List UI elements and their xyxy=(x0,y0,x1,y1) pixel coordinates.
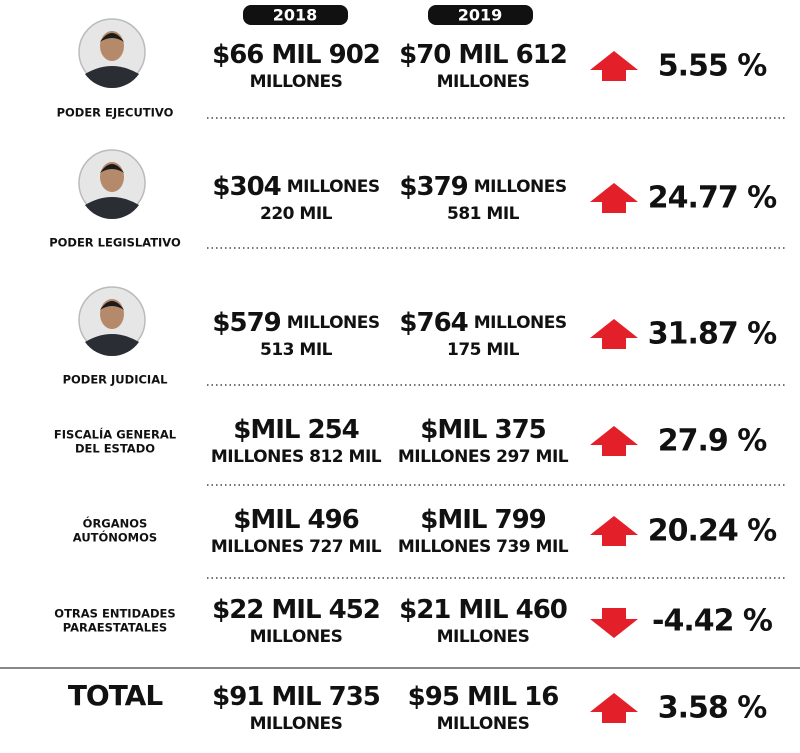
change: 3.58 % xyxy=(658,691,767,726)
amount-main: $MIL 254 xyxy=(233,415,359,445)
photo-body xyxy=(85,197,139,220)
row-label: OTRAS ENTIDADES xyxy=(54,607,175,621)
amount-unit: MILLONES xyxy=(287,177,380,197)
row-label: PODER LEGISLATIVO xyxy=(49,236,181,250)
amount: $MIL 254 xyxy=(233,415,359,445)
amount-sub: MILLONES 739 MIL xyxy=(398,537,569,557)
amount: $579 MILLONES xyxy=(212,308,379,338)
amount: $764 MILLONES xyxy=(399,308,566,338)
amount-main: $66 MIL 902 xyxy=(212,40,380,70)
amount-sub: 175 MIL xyxy=(447,340,520,360)
amount: $304 MILLONES xyxy=(212,172,379,202)
amount-sub: MILLONES 727 MIL xyxy=(211,537,382,557)
photo-hair xyxy=(100,164,124,173)
amount-sub: MILLONES xyxy=(437,627,530,647)
amount-sub: MILLONES xyxy=(437,714,530,734)
row-label: DEL ESTADO xyxy=(75,442,155,456)
change: 24.77 % xyxy=(648,181,777,216)
amount-sub: MILLONES xyxy=(250,72,343,92)
amount-main: $95 MIL 16 xyxy=(408,682,559,712)
amount: $379 MILLONES xyxy=(399,172,566,202)
amount-main: $304 xyxy=(212,172,280,202)
amount-main: $MIL 799 xyxy=(420,505,546,535)
arrow-up xyxy=(590,319,638,349)
photo-hair xyxy=(100,301,124,310)
arrow-down xyxy=(590,608,638,638)
photo-hair xyxy=(100,33,124,42)
amount-sub: MILLONES xyxy=(437,72,530,92)
arrow-up xyxy=(590,51,638,81)
arrow-up xyxy=(590,426,638,456)
amount-unit: MILLONES xyxy=(474,313,567,333)
header-2019: 2019 xyxy=(458,6,503,25)
photo-body xyxy=(85,334,139,357)
amount: $22 MIL 452 xyxy=(212,595,380,625)
header-2018: 2018 xyxy=(273,6,318,25)
amount-main: $91 MIL 735 xyxy=(212,682,380,712)
row-label: FISCALÍA GENERAL xyxy=(54,427,177,442)
amount-main: $21 MIL 460 xyxy=(399,595,567,625)
amount: $70 MIL 612 xyxy=(399,40,567,70)
amount-sub: MILLONES xyxy=(250,627,343,647)
amount: $MIL 375 xyxy=(420,415,546,445)
change: 31.87 % xyxy=(648,317,777,352)
amount-main: $MIL 496 xyxy=(233,505,359,535)
amount: $91 MIL 735 xyxy=(212,682,380,712)
amount-sub: 581 MIL xyxy=(447,204,520,224)
amount-sub: 513 MIL xyxy=(260,340,333,360)
row-label: ÓRGANOS xyxy=(83,516,148,531)
change: 27.9 % xyxy=(658,424,767,459)
amount: $MIL 496 xyxy=(233,505,359,535)
amount-main: $70 MIL 612 xyxy=(399,40,567,70)
change: 5.55 % xyxy=(658,49,767,84)
amount-main: $379 xyxy=(399,172,467,202)
amount-main: $MIL 375 xyxy=(420,415,546,445)
amount: $MIL 799 xyxy=(420,505,546,535)
amount-main: $579 xyxy=(212,308,280,338)
amount-sub: MILLONES 812 MIL xyxy=(211,447,382,467)
amount-unit: MILLONES xyxy=(287,313,380,333)
row-label: PODER JUDICIAL xyxy=(63,373,169,387)
row-label: PODER EJECUTIVO xyxy=(57,106,174,120)
amount: $95 MIL 16 xyxy=(408,682,559,712)
arrow-up xyxy=(590,183,638,213)
photo-body xyxy=(85,66,139,89)
amount: $66 MIL 902 xyxy=(212,40,380,70)
amount-sub: MILLONES 297 MIL xyxy=(398,447,569,467)
arrow-up xyxy=(590,516,638,546)
amount-main: $22 MIL 452 xyxy=(212,595,380,625)
row-label: PARAESTATALES xyxy=(63,621,167,635)
header-pill xyxy=(428,5,533,25)
amount: $21 MIL 460 xyxy=(399,595,567,625)
arrow-up xyxy=(590,693,638,723)
header-pill xyxy=(243,5,348,25)
amount-sub: MILLONES xyxy=(250,714,343,734)
change: 20.24 % xyxy=(648,514,777,549)
amount-unit: MILLONES xyxy=(474,177,567,197)
amount-sub: 220 MIL xyxy=(260,204,333,224)
amount-main: $764 xyxy=(399,308,467,338)
row-label: TOTAL xyxy=(68,679,163,712)
row-label: AUTÓNOMOS xyxy=(73,530,157,545)
change: -4.42 % xyxy=(652,604,773,639)
